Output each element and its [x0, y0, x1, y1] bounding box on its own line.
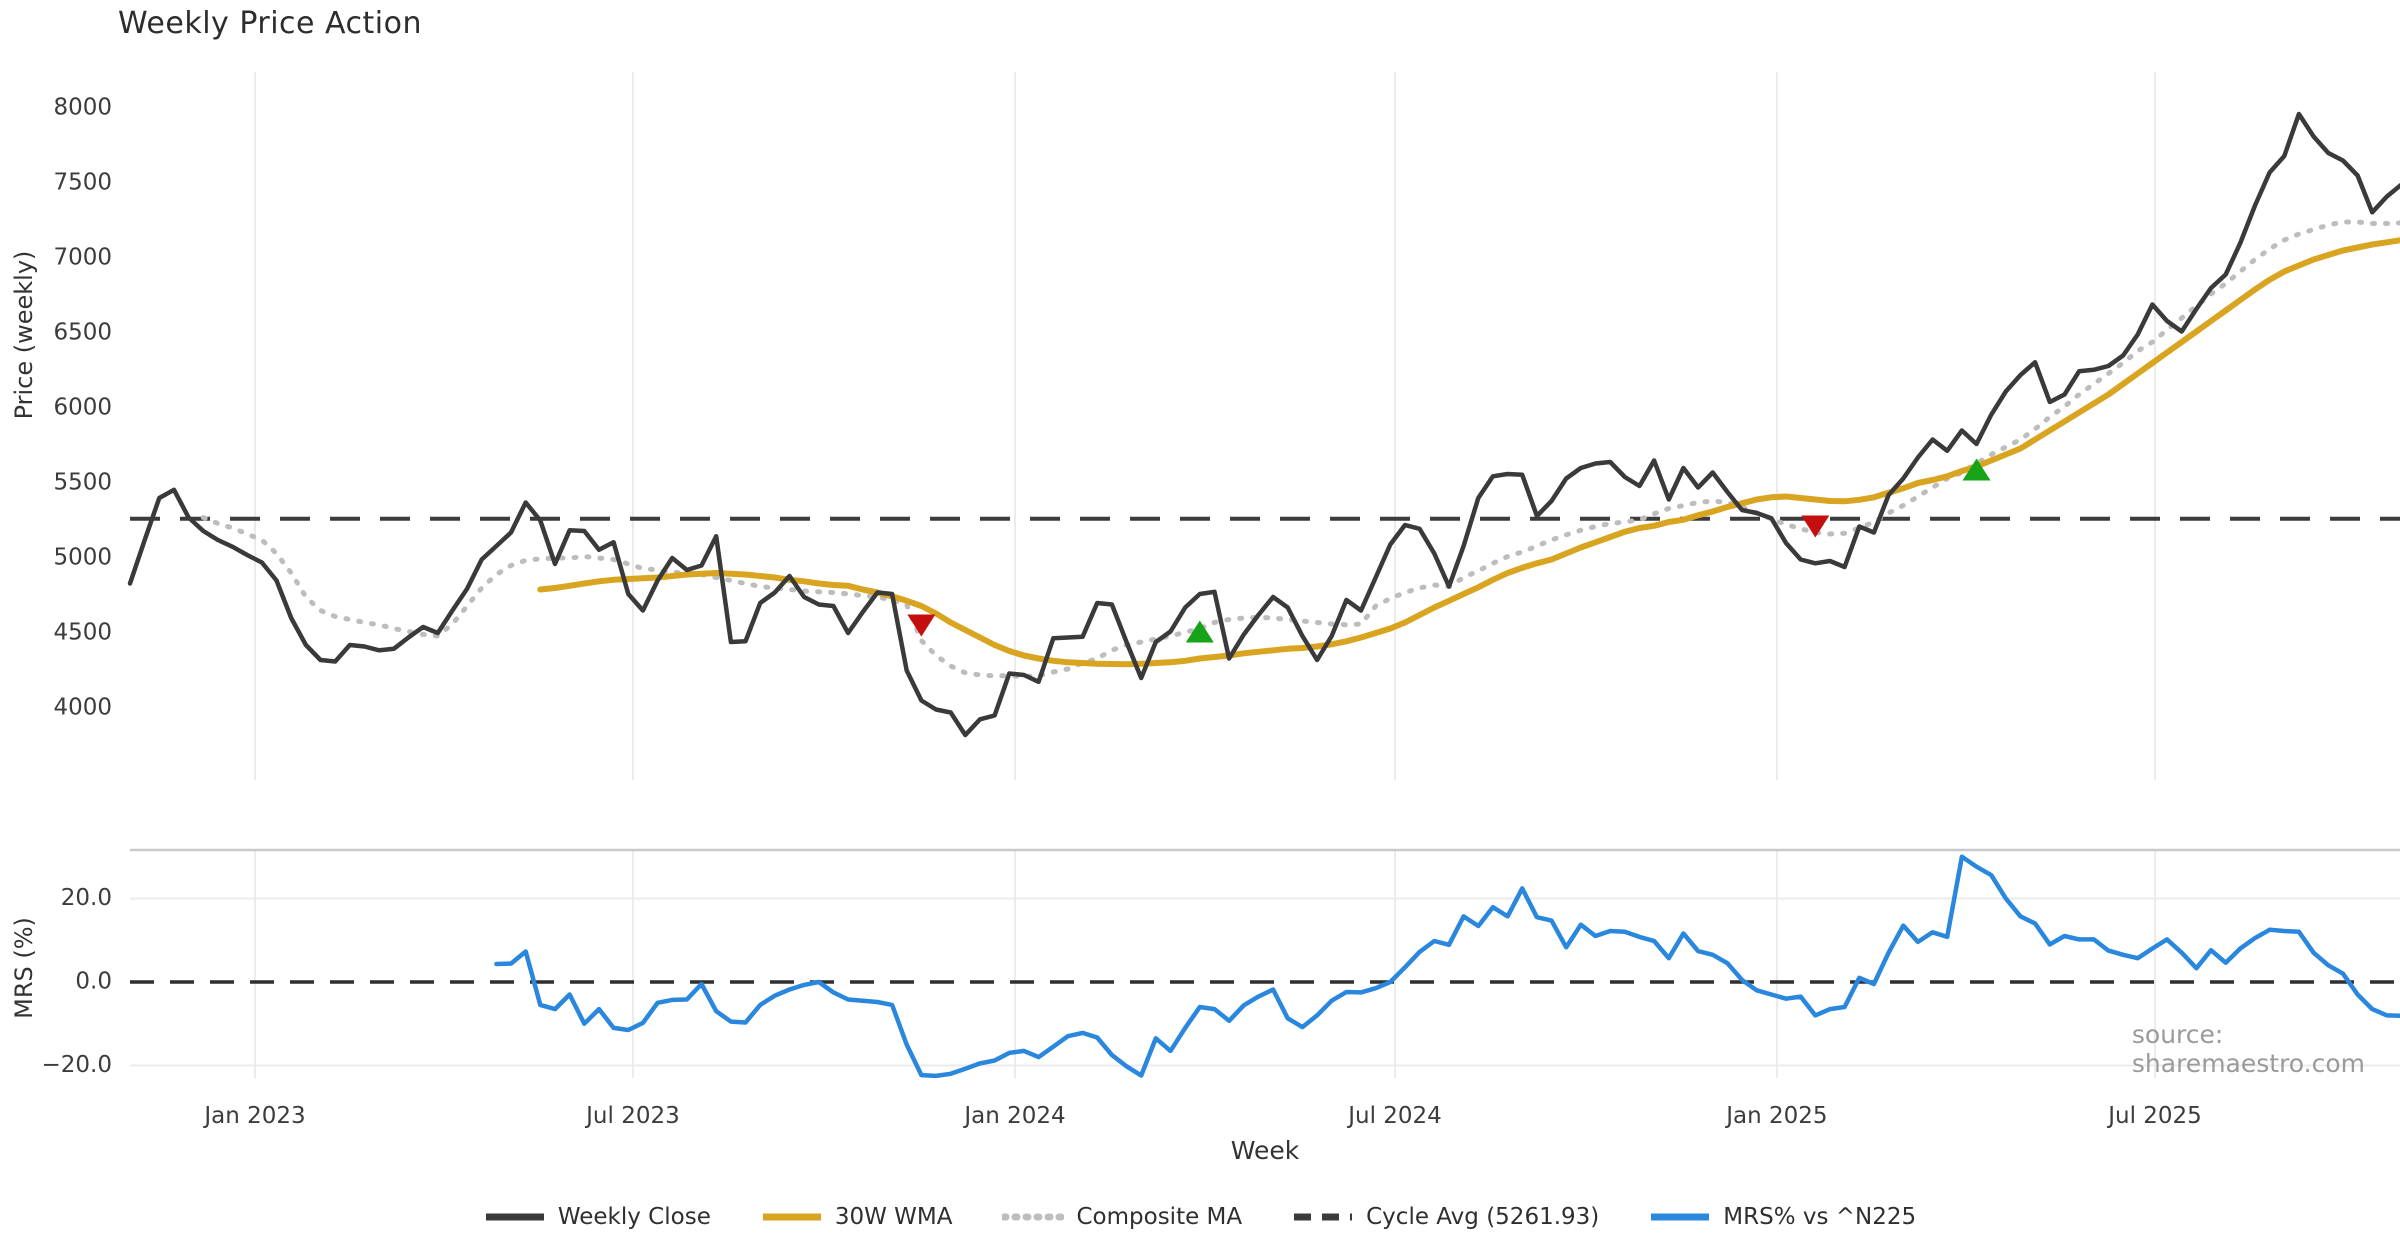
legend-swatch-icon — [1002, 1213, 1065, 1221]
legend-swatch-icon — [485, 1213, 544, 1221]
x-tick-label: Jul 2025 — [2106, 1103, 2202, 1129]
y-tick-label: 7000 — [53, 245, 112, 271]
y-tick-label: 6500 — [53, 320, 112, 346]
composite-ma-line — [200, 219, 2400, 679]
legend-item-weekly-close: Weekly Close — [484, 1204, 711, 1230]
legend-swatch-icon — [1651, 1213, 1710, 1221]
legend-item-cycle-avg-5261-93-: Cycle Avg (5261.93) — [1292, 1204, 1599, 1230]
legend-item-label: Cycle Avg (5261.93) — [1366, 1204, 1600, 1230]
weekly-close-line — [127, 111, 2400, 738]
30w-wma-line — [537, 237, 2400, 668]
y-tick-label: 8000 — [53, 95, 112, 121]
legend-item-label: Composite MA — [1076, 1204, 1243, 1230]
chart-title: Weekly Price Action — [118, 6, 422, 41]
legend-item-label: Weekly Close — [557, 1204, 711, 1230]
y-tick-label: −20.0 — [42, 1052, 112, 1078]
legend-item-30w-wma: 30W WMA — [761, 1204, 953, 1230]
x-tick-label: Jul 2024 — [1346, 1103, 1442, 1129]
x-tick-label: Jul 2023 — [584, 1103, 680, 1129]
legend-swatch-icon — [762, 1213, 821, 1221]
y-tick-label: 0.0 — [75, 968, 112, 994]
x-tick-label: Jan 2025 — [1724, 1103, 1827, 1129]
x-tick-label: Jan 2024 — [962, 1103, 1065, 1129]
legend: Weekly Close 30W WMA Composite MA Cycle Avg… — [0, 1204, 2400, 1230]
y-tick-label: 4500 — [53, 620, 112, 646]
source-note: source: sharemaestro.com — [2131, 1020, 2365, 1078]
y-tick-label: 4000 — [53, 695, 112, 721]
legend-item-composite-ma: Composite MA — [1002, 1204, 1242, 1230]
y-tick-label: 5500 — [53, 470, 112, 496]
y-tick-label: 6000 — [53, 395, 112, 421]
legend-item-label: MRS% vs ^N225 — [1723, 1204, 1917, 1230]
y-tick-label: 7500 — [53, 170, 112, 196]
y-tick-label: 5000 — [53, 545, 112, 571]
x-tick-label: Jan 2023 — [202, 1103, 305, 1129]
legend-item-label: 30W WMA — [834, 1204, 953, 1230]
sell-signal-marker — [907, 614, 936, 637]
y-tick-label: 20.0 — [61, 885, 112, 911]
sell-signal-marker — [1801, 515, 1830, 538]
week-axis-label: Week — [1230, 1136, 1300, 1165]
legend-swatch-icon — [1294, 1213, 1353, 1221]
buy-signal-marker — [1185, 620, 1214, 643]
buy-signal-marker — [1962, 458, 1991, 481]
mrs-vs-n225-line — [494, 854, 2400, 1079]
legend-item-mrs-vs-n225: MRS% vs ^N225 — [1649, 1204, 1916, 1230]
